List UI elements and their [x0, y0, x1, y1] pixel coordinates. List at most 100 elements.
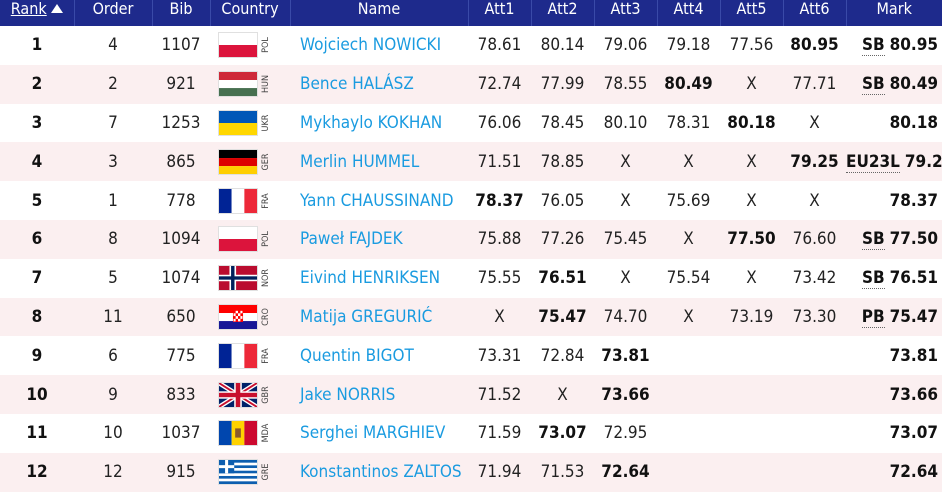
country-code: FRA	[261, 348, 271, 364]
country-column-header: Country	[209, 0, 290, 26]
athlete-name-link[interactable]: Yann CHAUSSINAND	[300, 190, 454, 211]
attempt-2-cell: 72.84	[540, 345, 585, 366]
order-column-header: Order	[73, 0, 152, 26]
attempt-1-cell: 75.55	[477, 268, 522, 289]
bib-cell: 1094	[161, 229, 201, 250]
attempt-6-cell	[783, 414, 846, 453]
order-cell: 8	[108, 229, 118, 250]
attempt-2-cell: 77.26	[540, 229, 585, 250]
order-cell: 5	[108, 268, 118, 289]
mark-value: 80.49	[889, 74, 938, 95]
attempt-4-cell: X	[683, 229, 694, 250]
mark-cell: 80.18	[846, 104, 942, 143]
bib-cell: 650	[166, 306, 196, 327]
attempt-5-cell: X	[746, 151, 757, 172]
athlete-name-link[interactable]: Mykhaylo KOKHAN	[300, 112, 443, 133]
athlete-name-link[interactable]: Konstantinos ZALTOS	[300, 462, 462, 483]
mark-value: 76.51	[889, 268, 938, 289]
attempt-3-cell: X	[620, 268, 631, 289]
mark-value: 73.66	[889, 384, 938, 405]
table-row: 7 5 1074 NOR Eivind HENRIKSEN 75.55 76.51 X 75.5…	[0, 258, 942, 298]
attempt-6-cell	[783, 453, 846, 492]
record-note-abbr[interactable]: EU23L	[846, 151, 900, 173]
country-cell: UKR	[210, 104, 290, 143]
bib-cell: 1253	[161, 112, 201, 133]
mark-cell: SB 80.95	[846, 26, 942, 65]
attempt-1-cell: 71.51	[477, 151, 522, 172]
attempt-5-cell	[720, 336, 783, 375]
athlete-name-link[interactable]: Quentin BIGOT	[300, 345, 414, 366]
flag-icon	[218, 342, 258, 369]
athlete-name-link[interactable]: Matija GREGURIĆ	[300, 306, 433, 327]
mark-cell: 73.66	[846, 375, 942, 414]
mark-cell: SB 76.51	[846, 259, 942, 298]
att4-column-header: Att4	[656, 0, 720, 26]
country-cell: FRA	[210, 336, 290, 375]
bib-column-header: Bib	[151, 0, 210, 26]
flag-icon	[218, 226, 258, 253]
attempt-4-cell: 75.54	[666, 268, 711, 289]
country-code: FRA	[261, 192, 271, 209]
rank-cell: 5	[31, 190, 43, 211]
record-note-abbr[interactable]: SB	[861, 74, 885, 96]
attempt-5-cell: X	[746, 74, 757, 95]
table-row: 4 3 865 GER Merlin HUMMEL 71.51 78.85 X X X 79.25 E…	[0, 142, 942, 182]
country-code: NOR	[261, 269, 271, 288]
attempt-4-cell: X	[683, 306, 694, 327]
rank-cell: 1	[31, 35, 43, 56]
attempt-5-cell: X	[746, 268, 757, 289]
table-row: 6 8 1094 POL Paweł FAJDEK 75.88 77.26 75.45 X 77.…	[0, 219, 942, 259]
athlete-name-link[interactable]: Merlin HUMMEL	[300, 151, 420, 172]
bib-cell: 1107	[161, 35, 201, 56]
bib-cell: 1037	[161, 423, 201, 444]
flag-icon	[218, 303, 258, 330]
athlete-name-link[interactable]: Serghei MARGHIEV	[300, 423, 446, 444]
sort-ascending-icon[interactable]	[50, 4, 63, 13]
attempt-6-cell: 80.95	[790, 35, 839, 56]
attempt-2-cell: 71.53	[540, 462, 585, 483]
attempt-6-cell: 73.30	[792, 306, 837, 327]
attempt-3-cell: 72.95	[603, 423, 648, 444]
attempt-4-cell: X	[683, 151, 694, 172]
attempt-1-cell: X	[494, 306, 505, 327]
athlete-name-link[interactable]: Wojciech NOWICKI	[300, 35, 442, 56]
bib-cell: 778	[166, 190, 196, 211]
record-note-abbr[interactable]: SB	[861, 268, 885, 290]
mark-value: 72.64	[889, 462, 938, 483]
record-note-abbr[interactable]: SB	[861, 35, 885, 57]
attempt-3-cell: 72.64	[601, 462, 650, 483]
athlete-name-link[interactable]: Eivind HENRIKSEN	[300, 268, 441, 289]
attempt-4-cell	[657, 453, 720, 492]
record-note-abbr[interactable]: PB	[861, 306, 885, 328]
attempt-3-cell: 80.10	[603, 112, 648, 133]
athlete-name-link[interactable]: Jake NORRIS	[300, 384, 396, 405]
attempt-1-cell: 73.31	[477, 345, 522, 366]
bib-cell: 833	[166, 384, 196, 405]
flag-icon	[218, 420, 258, 447]
table-row: 2 2 921 HUN Bence HALÁSZ 72.74 77.99 78.55 80.49…	[0, 64, 942, 104]
attempt-1-cell: 78.37	[475, 190, 524, 211]
athlete-name-link[interactable]: Paweł FAJDEK	[300, 229, 403, 250]
rank-cell: 11	[26, 423, 48, 444]
mark-cell: PB 75.47	[846, 298, 942, 337]
mark-cell: SB 77.50	[846, 220, 942, 259]
mark-cell: 73.81	[846, 336, 942, 375]
att6-column-header: Att6	[782, 0, 846, 26]
attempt-6-cell: 73.42	[792, 268, 837, 289]
record-note-abbr[interactable]: SB	[861, 229, 885, 251]
attempt-5-cell	[720, 414, 783, 453]
athlete-name-link[interactable]: Bence HALÁSZ	[300, 74, 414, 95]
results-body: 1 4 1107 POL Wojciech NOWICKI 78.61 80.14 79.06…	[0, 26, 942, 492]
country-cell: POL	[210, 26, 290, 65]
flag-icon	[218, 187, 258, 214]
mark-value: 80.95	[889, 35, 938, 56]
country-cell: NOR	[210, 259, 290, 298]
bib-cell: 775	[166, 345, 196, 366]
flag-icon	[218, 71, 258, 98]
rank-header-label[interactable]: Rank	[10, 0, 47, 18]
attempt-1-cell: 71.52	[477, 384, 522, 405]
rank-column-header[interactable]: Rank	[0, 0, 74, 26]
country-cell: GBR	[210, 375, 290, 414]
attempt-1-cell: 75.88	[477, 229, 522, 250]
table-row: 1 4 1107 POL Wojciech NOWICKI 78.61 80.14 79.06…	[0, 26, 942, 65]
